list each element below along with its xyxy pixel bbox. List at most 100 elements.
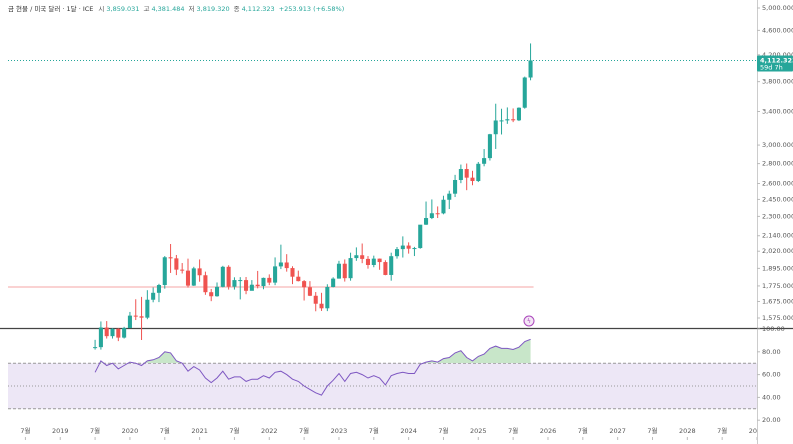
y-tick-label: 3,800.000 bbox=[762, 78, 793, 86]
candle-body bbox=[307, 287, 312, 296]
candle-body bbox=[156, 285, 161, 293]
x-tick-label: 2021 bbox=[191, 427, 208, 435]
candle-body bbox=[284, 262, 289, 269]
ohlc-label: 저 bbox=[189, 4, 195, 13]
candle-body bbox=[394, 249, 400, 257]
candle-body bbox=[296, 276, 301, 282]
candle-body bbox=[406, 245, 411, 249]
candle-body bbox=[319, 303, 324, 309]
y-tick-label: 2,600.000 bbox=[762, 179, 793, 187]
x-tick-label: 7월 bbox=[299, 426, 309, 435]
y-tick-label: 1,575.000 bbox=[762, 314, 793, 322]
y-tick-label: 1,775.000 bbox=[762, 282, 793, 290]
candle-body bbox=[464, 169, 469, 178]
candle-body bbox=[389, 256, 394, 275]
y-tick-label: 4,200.000 bbox=[762, 51, 793, 59]
y-tick-label: 2,450.000 bbox=[762, 195, 793, 203]
candle-body bbox=[516, 107, 521, 121]
last-price-label: 4,112.323 bbox=[760, 56, 793, 64]
candle-body bbox=[522, 77, 527, 108]
candle-body bbox=[360, 255, 365, 259]
candle-body bbox=[238, 280, 243, 282]
candle-body bbox=[168, 257, 173, 259]
candle-body bbox=[377, 258, 382, 263]
candle-body bbox=[325, 286, 330, 309]
candle-body bbox=[273, 266, 278, 283]
x-tick-label: 2023 bbox=[331, 427, 348, 435]
candle-body bbox=[342, 263, 347, 279]
candle-body bbox=[226, 266, 231, 287]
y-tick-label: 2,300.000 bbox=[762, 212, 793, 220]
candle-body bbox=[528, 60, 533, 78]
x-tick-label: 2025 bbox=[470, 427, 487, 435]
candle-body bbox=[191, 268, 196, 286]
candle-body bbox=[290, 268, 295, 277]
candle-body bbox=[133, 315, 138, 317]
y-tick-label: 3,400.000 bbox=[762, 107, 793, 115]
y-tick-label: 1,895.000 bbox=[762, 264, 793, 272]
candle-body bbox=[499, 120, 504, 122]
y-tick-label: 60.00 bbox=[762, 371, 781, 379]
candle-body bbox=[244, 280, 249, 291]
x-tick-label: 2028 bbox=[679, 427, 696, 435]
candle-body bbox=[220, 266, 225, 287]
y-tick-label: 40.00 bbox=[762, 393, 781, 401]
x-tick-label: 2022 bbox=[261, 427, 278, 435]
event-marker[interactable] bbox=[523, 315, 535, 327]
overbought-zone bbox=[99, 339, 531, 363]
candle-body bbox=[493, 120, 498, 135]
candle-body bbox=[511, 119, 516, 121]
x-tick-label: 7월 bbox=[90, 426, 100, 435]
countdown: 59d 7h bbox=[760, 63, 783, 71]
ohlc-label: 종 bbox=[234, 5, 240, 13]
candle-body bbox=[203, 275, 208, 293]
y-tick-label: 3,000.000 bbox=[762, 141, 793, 149]
candle-body bbox=[180, 269, 185, 271]
candle-body bbox=[441, 199, 446, 214]
candle-body bbox=[458, 169, 463, 180]
candle-body bbox=[110, 328, 115, 337]
x-tick-label: 7월 bbox=[369, 426, 379, 435]
x-tick-label: 2024 bbox=[400, 427, 417, 435]
last-price-box bbox=[757, 55, 793, 72]
y-tick-label: 1,675.000 bbox=[762, 297, 793, 305]
candle-body bbox=[261, 277, 266, 287]
candle-body bbox=[209, 292, 214, 297]
overbought-fill bbox=[99, 339, 531, 363]
change-value: +253.913 (+6.58%) bbox=[279, 5, 345, 13]
x-tick-label: 2026 bbox=[540, 427, 557, 435]
x-tick-label: 7월 bbox=[647, 426, 657, 435]
candle-body bbox=[139, 316, 144, 318]
candle-body bbox=[429, 213, 434, 219]
candle-body bbox=[174, 258, 179, 270]
candle-body bbox=[418, 224, 423, 249]
x-tick-label: 7월 bbox=[717, 426, 727, 435]
ohlc-label: 고 bbox=[143, 5, 149, 13]
plot-area: 7월 2019 7월 2020 7월 2021 7월 2022 7월 2023 7월 2024 7월 20… bbox=[8, 43, 757, 440]
y-tick-label: 80.00 bbox=[762, 348, 781, 356]
candle-body bbox=[336, 263, 341, 279]
candle-body bbox=[197, 268, 202, 276]
ohlc-value: 3,859.031 bbox=[106, 5, 139, 13]
ohlc-value: 4,112.323 bbox=[242, 5, 275, 13]
candle-body bbox=[424, 218, 429, 225]
symbol-title: 금 현물 / 미국 달러 · 1달 · ICE bbox=[8, 4, 93, 13]
candle-body bbox=[354, 255, 359, 259]
x-tick-label: 7월 bbox=[229, 426, 239, 435]
y-tick-label: 20.00 bbox=[762, 416, 781, 424]
x-tick-label: 7월 bbox=[20, 426, 30, 435]
x-tick-label: 2020 bbox=[122, 427, 139, 435]
candle-body bbox=[122, 328, 127, 338]
candle-body bbox=[145, 299, 150, 318]
event-icon[interactable]: ϟ bbox=[527, 318, 531, 325]
candle-body bbox=[185, 270, 191, 286]
candle-body bbox=[104, 327, 109, 337]
candle-body bbox=[487, 134, 492, 159]
candle-body bbox=[255, 284, 260, 287]
x-tick-label: 7월 bbox=[438, 426, 448, 435]
x-tick-label: 2027 bbox=[609, 427, 626, 435]
ohlc-value: 3,819.320 bbox=[197, 5, 230, 13]
candle-body bbox=[476, 163, 481, 182]
candle-body bbox=[151, 292, 156, 300]
candle-body bbox=[214, 286, 220, 297]
